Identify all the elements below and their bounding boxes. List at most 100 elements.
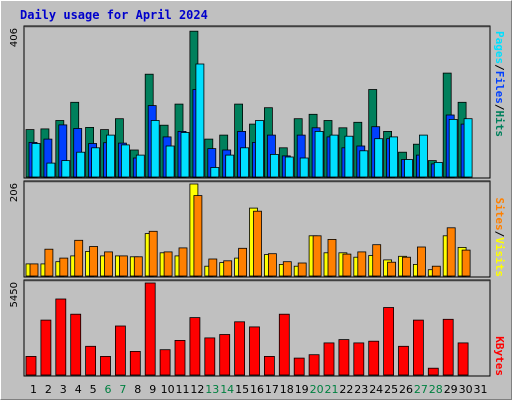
bar-kbytes-day-8 bbox=[129, 350, 141, 376]
x-tick-day-6: 6 bbox=[105, 383, 112, 396]
bar-pages-day-9 bbox=[150, 120, 160, 178]
y-max-label-visits-sites: 206 bbox=[9, 183, 20, 202]
bar-pages-day-19 bbox=[299, 157, 309, 178]
x-tick-day-11: 11 bbox=[176, 383, 190, 396]
bar-kbytes-day-4 bbox=[70, 313, 82, 376]
x-tick-day-1: 1 bbox=[30, 383, 37, 396]
chart-title: Daily usage for April 2024 bbox=[20, 8, 208, 22]
x-tick-day-18: 18 bbox=[280, 383, 294, 396]
series-pages bbox=[31, 63, 473, 178]
bar-kbytes-day-11 bbox=[174, 339, 186, 376]
x-tick-day-9: 9 bbox=[149, 383, 156, 396]
x-tick-day-2: 2 bbox=[45, 383, 52, 396]
y-max-label-kbytes: 5450 bbox=[9, 282, 20, 307]
bar-pages-day-22 bbox=[344, 135, 354, 178]
bar-kbytes-day-26 bbox=[398, 345, 409, 376]
bar-pages-day-15 bbox=[240, 147, 250, 178]
bar-sites-day-19 bbox=[297, 262, 307, 277]
bar-pages-day-24 bbox=[374, 138, 384, 178]
x-tick-day-4: 4 bbox=[75, 383, 82, 396]
bar-pages-day-5 bbox=[91, 147, 100, 178]
bar-sites-day-26 bbox=[402, 256, 411, 277]
bar-sites-day-27 bbox=[416, 246, 426, 277]
x-tick-day-14: 14 bbox=[220, 383, 234, 396]
bar-sites-day-2 bbox=[44, 248, 54, 277]
bar-kbytes-day-2 bbox=[40, 319, 52, 376]
x-tick-day-23: 23 bbox=[354, 383, 368, 396]
bar-pages-day-28 bbox=[433, 161, 443, 178]
bar-pages-day-13 bbox=[210, 167, 220, 178]
x-tick-day-3: 3 bbox=[60, 383, 67, 396]
x-tick-day-7: 7 bbox=[119, 383, 126, 396]
x-tick-day-19: 19 bbox=[295, 383, 309, 396]
x-tick-day-25: 25 bbox=[384, 383, 398, 396]
bar-kbytes-day-28 bbox=[427, 367, 439, 376]
bar-kbytes-day-21 bbox=[323, 342, 335, 376]
bar-sites-day-10 bbox=[163, 251, 173, 277]
bar-pages-day-7 bbox=[121, 144, 130, 178]
x-tick-day-13: 13 bbox=[205, 383, 219, 396]
bar-pages-day-20 bbox=[314, 130, 324, 178]
x-tick-day-28: 28 bbox=[429, 383, 443, 396]
label-kbytes: KBytes bbox=[493, 336, 506, 376]
bar-kbytes-day-15 bbox=[234, 321, 246, 376]
y-max-label-hits-files-pages: 406 bbox=[9, 28, 20, 47]
x-tick-day-22: 22 bbox=[339, 383, 353, 396]
bar-pages-day-16 bbox=[255, 120, 264, 178]
bar-kbytes-day-9 bbox=[144, 282, 156, 376]
bar-sites-day-1 bbox=[29, 263, 39, 277]
x-tick-day-31: 31 bbox=[474, 383, 488, 396]
bar-kbytes-day-10 bbox=[159, 349, 171, 376]
bar-kbytes-day-14 bbox=[219, 334, 231, 376]
bar-pages-day-23 bbox=[359, 150, 369, 178]
bar-sites-day-16 bbox=[253, 210, 262, 277]
bar-sites-day-5 bbox=[89, 246, 98, 277]
bar-pages-day-4 bbox=[76, 151, 86, 178]
bar-sites-day-20 bbox=[312, 235, 322, 277]
x-tick-day-5: 5 bbox=[90, 383, 97, 396]
bar-kbytes-day-27 bbox=[412, 319, 424, 376]
bar-pages-day-26 bbox=[404, 159, 413, 178]
bar-kbytes-day-22 bbox=[338, 339, 350, 376]
series-legend-labels: Pages/Files/Hits Sites/Visits KBytes bbox=[493, 31, 506, 376]
bar-kbytes-day-5 bbox=[85, 345, 96, 376]
bar-pages-day-12 bbox=[195, 63, 205, 178]
bar-kbytes-day-30 bbox=[457, 342, 469, 376]
bar-sites-day-13 bbox=[208, 258, 218, 277]
panel-hits-files-pages: 406 bbox=[9, 25, 491, 179]
bar-pages-day-14 bbox=[225, 154, 235, 178]
bar-sites-day-23 bbox=[357, 251, 367, 277]
bar-kbytes-day-6 bbox=[100, 355, 111, 376]
bar-kbytes-day-17 bbox=[263, 355, 275, 376]
bar-pages-day-18 bbox=[284, 156, 294, 178]
x-tick-day-12: 12 bbox=[190, 383, 204, 396]
series-kbytes bbox=[25, 282, 469, 376]
x-tick-day-16: 16 bbox=[250, 383, 264, 396]
x-tick-day-27: 27 bbox=[414, 383, 428, 396]
bar-sites-day-15 bbox=[238, 247, 248, 277]
x-axis-day-labels: 1 2 3 4 5 6 7 8 9 10 11 12 13 14 15 16 17 18 19 20 21 22 23 24 2… bbox=[30, 383, 488, 396]
series-sites bbox=[29, 195, 471, 277]
x-tick-day-24: 24 bbox=[369, 383, 383, 396]
bar-pages-day-6 bbox=[106, 134, 115, 178]
x-tick-day-29: 29 bbox=[444, 383, 458, 396]
bar-pages-day-3 bbox=[61, 160, 71, 178]
bar-sites-day-25 bbox=[387, 261, 397, 277]
bar-kbytes-day-13 bbox=[204, 337, 216, 376]
bar-pages-day-2 bbox=[46, 162, 56, 178]
bar-kbytes-day-7 bbox=[115, 325, 126, 376]
chart-panels: 406 206 5450 bbox=[9, 25, 491, 377]
bar-kbytes-day-25 bbox=[383, 307, 395, 376]
bar-kbytes-day-12 bbox=[189, 317, 201, 376]
bar-pages-day-11 bbox=[180, 132, 190, 178]
panel-visits-sites: 206 bbox=[9, 180, 491, 278]
bar-sites-day-29 bbox=[446, 227, 456, 277]
bar-sites-day-9 bbox=[148, 230, 158, 277]
bar-sites-day-21 bbox=[327, 238, 337, 277]
bar-sites-day-17 bbox=[267, 253, 277, 277]
bar-pages-day-27 bbox=[418, 134, 428, 178]
bar-sites-day-18 bbox=[282, 261, 292, 277]
bar-kbytes-day-3 bbox=[55, 298, 67, 376]
bar-sites-day-3 bbox=[59, 257, 69, 277]
